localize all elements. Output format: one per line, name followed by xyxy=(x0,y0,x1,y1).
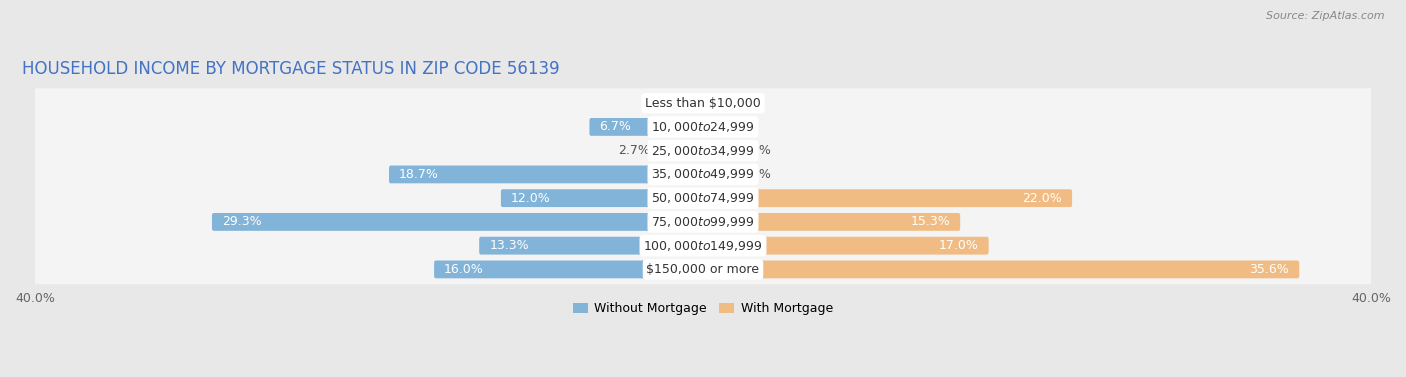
Text: $150,000 or more: $150,000 or more xyxy=(647,263,759,276)
Text: Source: ZipAtlas.com: Source: ZipAtlas.com xyxy=(1267,11,1385,21)
FancyBboxPatch shape xyxy=(24,254,1382,284)
Text: Less than $10,000: Less than $10,000 xyxy=(645,97,761,110)
FancyBboxPatch shape xyxy=(24,183,1382,213)
Text: 1.3%: 1.3% xyxy=(641,97,673,110)
FancyBboxPatch shape xyxy=(24,159,1382,189)
FancyBboxPatch shape xyxy=(702,142,733,159)
Text: 15.3%: 15.3% xyxy=(911,215,950,228)
FancyBboxPatch shape xyxy=(212,213,704,231)
Text: 12.0%: 12.0% xyxy=(510,192,551,205)
Text: $35,000 to $49,999: $35,000 to $49,999 xyxy=(651,167,755,181)
Text: 6.7%: 6.7% xyxy=(599,120,631,133)
Text: 1.7%: 1.7% xyxy=(740,168,772,181)
FancyBboxPatch shape xyxy=(702,237,988,254)
Text: $10,000 to $24,999: $10,000 to $24,999 xyxy=(651,120,755,134)
FancyBboxPatch shape xyxy=(24,136,1382,166)
Text: 13.3%: 13.3% xyxy=(489,239,529,252)
Text: $100,000 to $149,999: $100,000 to $149,999 xyxy=(644,239,762,253)
Text: 1.7%: 1.7% xyxy=(740,144,772,157)
FancyBboxPatch shape xyxy=(501,189,704,207)
FancyBboxPatch shape xyxy=(479,237,704,254)
FancyBboxPatch shape xyxy=(702,213,960,231)
FancyBboxPatch shape xyxy=(702,261,1299,278)
Text: 18.7%: 18.7% xyxy=(399,168,439,181)
Text: 35.6%: 35.6% xyxy=(1250,263,1289,276)
FancyBboxPatch shape xyxy=(24,231,1382,261)
FancyBboxPatch shape xyxy=(434,261,704,278)
FancyBboxPatch shape xyxy=(24,112,1382,142)
Legend: Without Mortgage, With Mortgage: Without Mortgage, With Mortgage xyxy=(568,297,838,320)
FancyBboxPatch shape xyxy=(24,88,1382,118)
FancyBboxPatch shape xyxy=(702,189,1073,207)
Text: HOUSEHOLD INCOME BY MORTGAGE STATUS IN ZIP CODE 56139: HOUSEHOLD INCOME BY MORTGAGE STATUS IN Z… xyxy=(21,60,560,78)
Text: 2.7%: 2.7% xyxy=(617,144,650,157)
Text: $75,000 to $99,999: $75,000 to $99,999 xyxy=(651,215,755,229)
Text: 16.0%: 16.0% xyxy=(444,263,484,276)
FancyBboxPatch shape xyxy=(24,207,1382,237)
Text: 0.0%: 0.0% xyxy=(711,120,744,133)
FancyBboxPatch shape xyxy=(589,118,704,136)
Text: 0.0%: 0.0% xyxy=(711,97,744,110)
Text: $25,000 to $34,999: $25,000 to $34,999 xyxy=(651,144,755,158)
FancyBboxPatch shape xyxy=(657,142,704,159)
Text: $50,000 to $74,999: $50,000 to $74,999 xyxy=(651,191,755,205)
FancyBboxPatch shape xyxy=(702,166,733,183)
FancyBboxPatch shape xyxy=(679,94,704,112)
Text: 22.0%: 22.0% xyxy=(1022,192,1062,205)
Text: 29.3%: 29.3% xyxy=(222,215,262,228)
Text: 17.0%: 17.0% xyxy=(939,239,979,252)
FancyBboxPatch shape xyxy=(389,166,704,183)
